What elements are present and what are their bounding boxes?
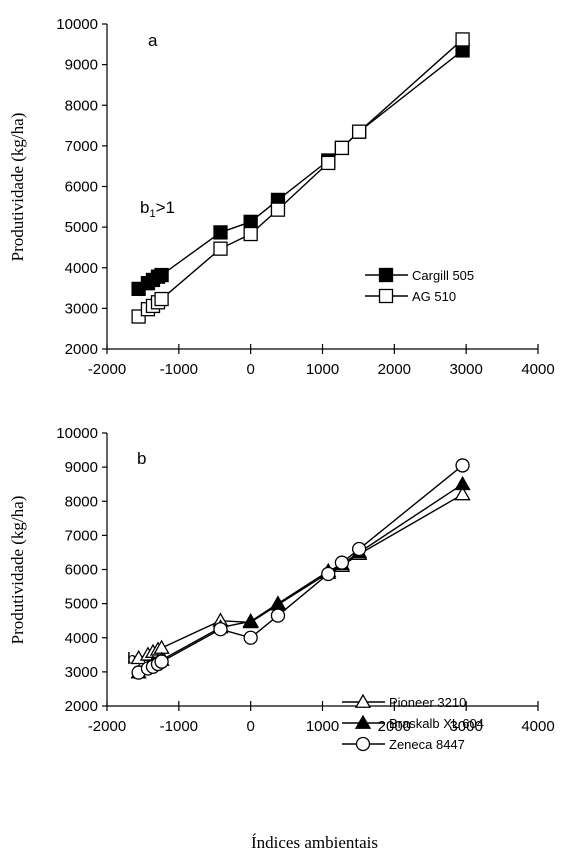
x-tick-label: 2000: [378, 718, 411, 735]
legend-entry: AG 510: [365, 288, 456, 304]
data-point: [454, 486, 471, 501]
data-point: [455, 32, 470, 47]
data-point: [242, 613, 259, 628]
legend-label: Zeneca 8447: [389, 737, 465, 752]
legend-marker: [355, 736, 371, 752]
y-tick-label: 4000: [65, 260, 98, 277]
x-tick-label: 0: [246, 361, 254, 378]
x-axis-title: Índices ambientais: [251, 833, 378, 852]
x-tick-label: 3000: [449, 718, 482, 735]
data-point: [455, 458, 470, 473]
panel-label: a: [148, 31, 158, 50]
data-point: [321, 155, 336, 171]
y-tick-label: 10000: [56, 425, 98, 442]
x-tick-label: 3000: [449, 361, 482, 378]
legend-marker: [378, 288, 394, 304]
chart-panel-a: 2000300040005000600070008000900010000-20…: [8, 16, 555, 378]
x-tick-label: 1000: [306, 361, 339, 378]
slope-annotation: b1>1: [140, 198, 175, 220]
legend-entry: Cargill 505: [365, 267, 474, 283]
data-point: [321, 566, 336, 582]
x-tick-label: 4000: [521, 718, 554, 735]
legend-entry: Pioneer 3210: [342, 693, 466, 710]
series-line: [138, 483, 463, 674]
data-point: [154, 654, 169, 669]
series-braskalb-xl-604: [130, 475, 471, 679]
data-point: [154, 267, 169, 283]
panel-label: b: [137, 449, 146, 468]
legend-label: Cargill 505: [412, 268, 474, 283]
series-cargill-505: [131, 43, 470, 297]
x-tick-label: -2000: [88, 361, 126, 378]
y-tick-label: 7000: [65, 527, 98, 544]
x-tick-label: -1000: [160, 718, 198, 735]
data-point: [351, 124, 367, 139]
x-tick-label: 4000: [521, 361, 554, 378]
y-tick-label: 2000: [65, 341, 98, 358]
x-tick-label: -2000: [88, 718, 126, 735]
y-tick-label: 5000: [65, 596, 98, 613]
x-tick-label: 2000: [378, 361, 411, 378]
data-point: [334, 555, 350, 570]
data-point: [243, 214, 258, 229]
series-line: [138, 49, 464, 290]
y-axis-title: Produtividade (kg/ha): [8, 496, 27, 645]
legend-entry: Braskalb XL 604: [342, 714, 484, 731]
data-point: [454, 475, 471, 491]
data-point: [243, 630, 258, 645]
y-tick-label: 6000: [65, 562, 98, 579]
legend-marker: [378, 267, 394, 283]
y-tick-label: 2000: [65, 698, 98, 715]
y-tick-label: 8000: [65, 97, 98, 114]
data-point: [213, 241, 228, 256]
series-zeneca-8447: [131, 458, 470, 680]
y-tick-label: 3000: [65, 300, 98, 317]
chart-panel-b: 2000300040005000600070008000900010000-20…: [8, 425, 555, 852]
data-point: [269, 595, 287, 610]
data-point: [243, 226, 258, 242]
series-ag-510: [131, 32, 470, 324]
y-axis-title: Produtividade (kg/ha): [8, 113, 27, 262]
y-tick-label: 6000: [65, 179, 98, 196]
legend-entry: Zeneca 8447: [342, 736, 465, 752]
y-tick-label: 7000: [65, 138, 98, 155]
y-tick-label: 5000: [65, 219, 98, 236]
legend-label: AG 510: [412, 289, 456, 304]
data-point: [351, 541, 367, 557]
y-tick-label: 10000: [56, 16, 98, 33]
y-tick-label: 9000: [65, 459, 98, 476]
legend-label: Braskalb XL 604: [389, 716, 484, 731]
x-tick-label: -1000: [160, 361, 198, 378]
y-tick-label: 8000: [65, 493, 98, 510]
y-tick-label: 4000: [65, 630, 98, 647]
data-point: [270, 608, 286, 623]
y-tick-label: 3000: [65, 664, 98, 681]
legend-marker: [354, 714, 372, 729]
data-point: [270, 202, 286, 217]
data-point: [154, 291, 169, 307]
x-tick-label: 1000: [306, 718, 339, 735]
series-line: [138, 464, 464, 674]
legend-marker: [354, 693, 372, 708]
legend-label: Pioneer 3210: [389, 695, 466, 710]
data-point: [213, 225, 228, 240]
data-point: [213, 622, 228, 637]
y-tick-label: 9000: [65, 57, 98, 74]
data-point: [334, 140, 350, 156]
series-line: [138, 493, 463, 659]
x-tick-label: 0: [246, 718, 254, 735]
